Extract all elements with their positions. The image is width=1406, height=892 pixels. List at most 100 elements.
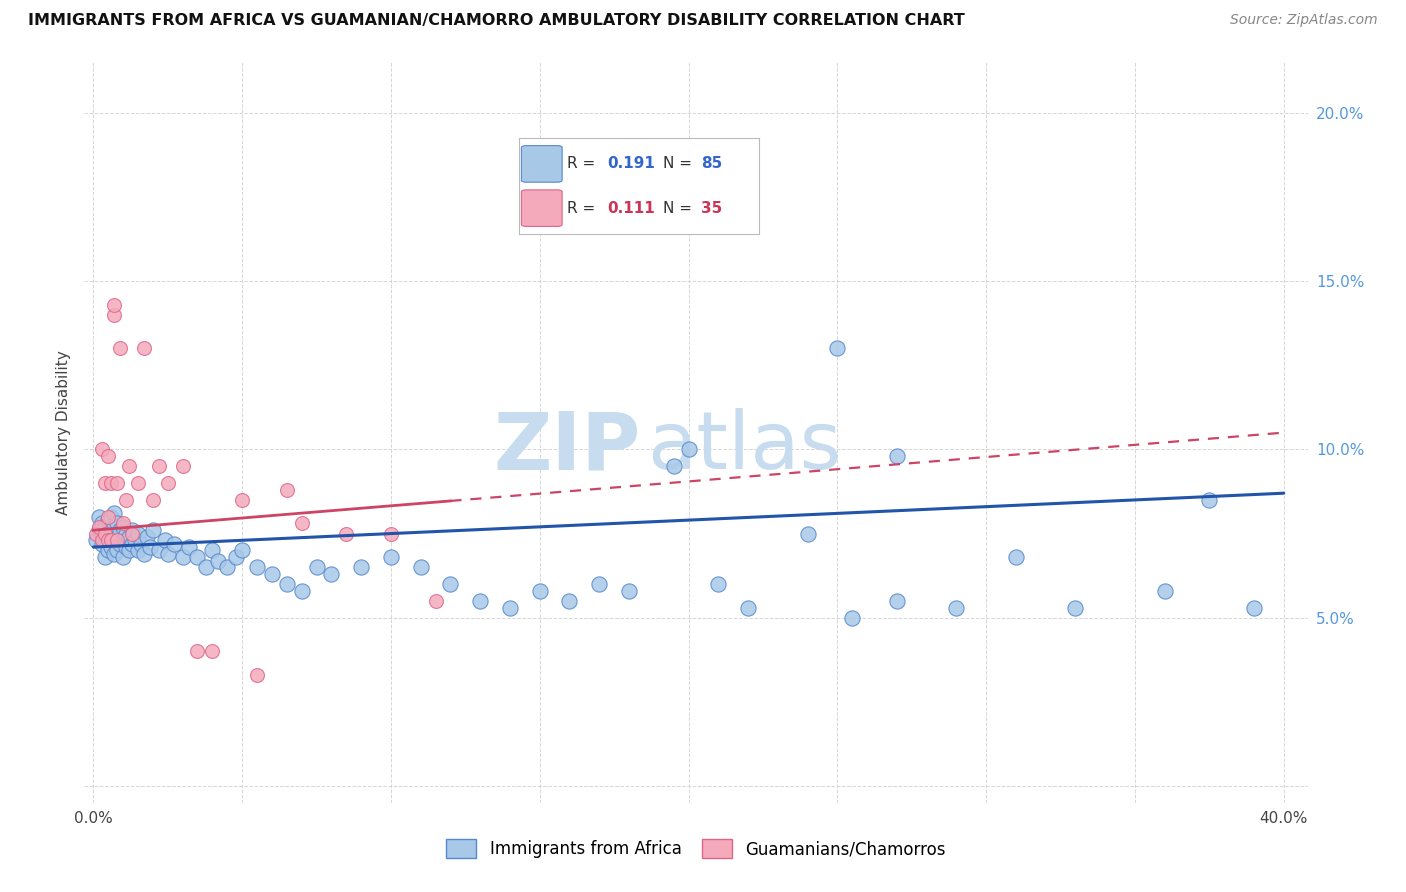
- Point: [195, 560, 218, 574]
- Point: [707, 577, 730, 591]
- Point: [94, 533, 117, 548]
- Point: [291, 516, 314, 531]
- Text: 85: 85: [702, 156, 723, 171]
- Point: [886, 449, 908, 463]
- Point: [588, 577, 610, 591]
- Point: [321, 566, 343, 581]
- Point: [425, 594, 447, 608]
- Point: [529, 583, 551, 598]
- Point: [217, 560, 239, 574]
- Point: [112, 533, 135, 548]
- Point: [100, 533, 122, 548]
- Point: [103, 298, 125, 312]
- Point: [305, 560, 328, 574]
- Point: [1198, 492, 1220, 507]
- Point: [246, 560, 269, 574]
- Point: [97, 530, 120, 544]
- Point: [156, 476, 179, 491]
- Point: [115, 540, 138, 554]
- Text: R =: R =: [567, 201, 600, 216]
- Point: [276, 577, 298, 591]
- Text: IMMIGRANTS FROM AFRICA VS GUAMANIAN/CHAMORRO AMBULATORY DISABILITY CORRELATION C: IMMIGRANTS FROM AFRICA VS GUAMANIAN/CHAM…: [28, 13, 965, 29]
- Text: R =: R =: [567, 156, 600, 171]
- Point: [84, 533, 107, 548]
- Text: N =: N =: [662, 201, 697, 216]
- Point: [276, 483, 298, 497]
- Point: [558, 594, 581, 608]
- Point: [380, 526, 402, 541]
- Point: [1243, 600, 1265, 615]
- Point: [1064, 600, 1087, 615]
- Point: [94, 520, 117, 534]
- Text: atlas: atlas: [647, 409, 841, 486]
- Point: [127, 543, 149, 558]
- Text: 0.191: 0.191: [607, 156, 655, 171]
- Point: [118, 459, 141, 474]
- Point: [172, 550, 194, 565]
- Point: [97, 509, 120, 524]
- Point: [291, 583, 314, 598]
- Point: [91, 533, 114, 548]
- Text: Source: ZipAtlas.com: Source: ZipAtlas.com: [1230, 13, 1378, 28]
- Point: [118, 543, 141, 558]
- Point: [207, 553, 229, 567]
- Point: [118, 530, 141, 544]
- Point: [89, 520, 111, 534]
- Point: [142, 492, 165, 507]
- Point: [148, 459, 170, 474]
- Point: [115, 492, 138, 507]
- Text: N =: N =: [662, 156, 697, 171]
- Point: [139, 540, 162, 554]
- Point: [115, 526, 138, 541]
- Text: 35: 35: [702, 201, 723, 216]
- Point: [678, 442, 700, 457]
- Point: [105, 530, 128, 544]
- Point: [89, 509, 111, 524]
- Point: [142, 523, 165, 537]
- Point: [796, 526, 818, 541]
- Point: [409, 560, 432, 574]
- Point: [91, 526, 114, 541]
- Point: [94, 550, 117, 565]
- Point: [103, 547, 125, 561]
- Point: [94, 526, 117, 541]
- Point: [737, 600, 759, 615]
- Point: [105, 516, 128, 531]
- Point: [886, 594, 908, 608]
- Point: [97, 543, 120, 558]
- Point: [100, 540, 122, 554]
- Point: [112, 516, 135, 531]
- Point: [129, 536, 152, 550]
- Point: [103, 507, 125, 521]
- Point: [231, 543, 253, 558]
- Point: [105, 543, 128, 558]
- Text: ZIP: ZIP: [494, 409, 641, 486]
- Point: [945, 600, 967, 615]
- Point: [662, 459, 685, 474]
- Point: [177, 540, 200, 554]
- Point: [112, 520, 135, 534]
- Point: [1005, 550, 1028, 565]
- Point: [153, 533, 176, 548]
- Point: [84, 526, 107, 541]
- Point: [470, 594, 492, 608]
- Point: [225, 550, 247, 565]
- Point: [231, 492, 253, 507]
- Point: [105, 476, 128, 491]
- Point: [135, 530, 157, 544]
- Point: [97, 449, 120, 463]
- Point: [380, 550, 402, 565]
- Point: [246, 668, 269, 682]
- Point: [124, 533, 146, 548]
- Point: [172, 459, 194, 474]
- Point: [97, 533, 120, 548]
- Point: [121, 523, 143, 537]
- Point: [100, 509, 122, 524]
- Point: [108, 523, 131, 537]
- Point: [617, 583, 640, 598]
- Point: [97, 513, 120, 527]
- Point: [94, 476, 117, 491]
- Point: [121, 526, 143, 541]
- Point: [163, 536, 186, 550]
- Point: [108, 536, 131, 550]
